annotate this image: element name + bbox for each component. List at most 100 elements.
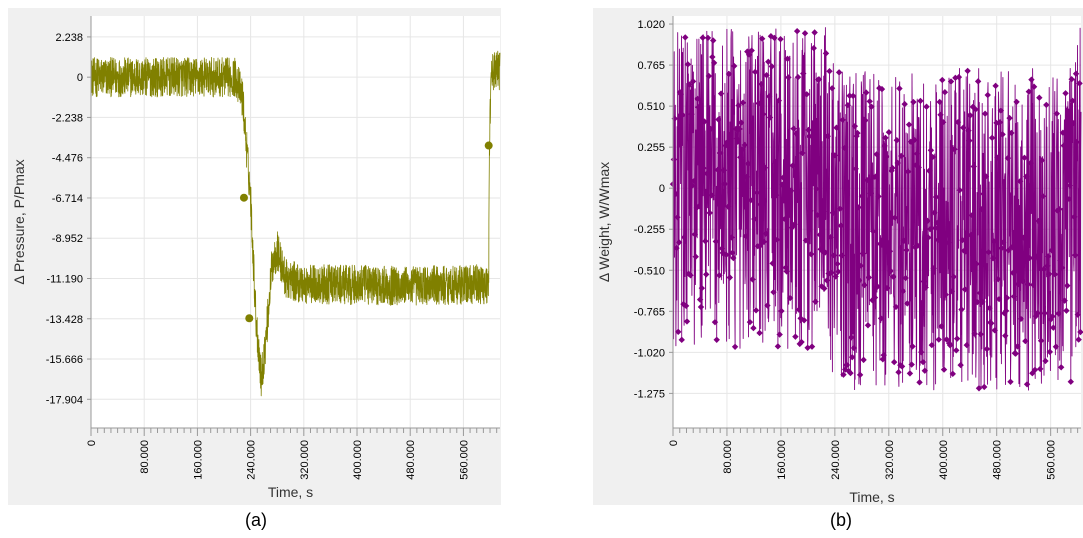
y-tick-label: -0.255: [634, 224, 665, 236]
series-line: [672, 27, 1082, 391]
data-point-marker: [904, 300, 911, 307]
data-point-marker: [988, 134, 996, 142]
x-tick-label: 240.000: [246, 440, 258, 480]
data-point-marker: [857, 262, 865, 269]
data-point-marker: [743, 173, 750, 181]
data-point-marker: [1076, 80, 1083, 87]
data-point-marker: [994, 154, 1001, 161]
data-point-marker: [775, 97, 782, 104]
data-point-marker: [1023, 381, 1031, 388]
x-axis-label: Time, s: [268, 484, 313, 500]
data-point-marker: [828, 85, 836, 92]
data-point-marker: [864, 322, 872, 329]
data-point-marker: [863, 177, 871, 184]
data-point-marker: [763, 72, 770, 79]
y-tick-label: 0.510: [637, 101, 665, 113]
series-line: [90, 50, 501, 397]
data-point-marker: [939, 119, 947, 126]
data-point-marker: [1027, 159, 1034, 167]
y-tick-label: 1.020: [637, 19, 665, 31]
data-point-marker: [735, 102, 742, 109]
data-point-marker: [894, 159, 901, 167]
data-point-marker: [1052, 343, 1060, 350]
data-point-marker: [846, 92, 853, 99]
data-point-marker: [696, 202, 703, 210]
data-point-marker: [925, 167, 933, 175]
y-tick-label: -4.476: [52, 153, 83, 165]
data-point-marker: [751, 68, 759, 76]
data-point-marker: [870, 228, 877, 235]
data-point-marker: [892, 303, 900, 311]
data-point-marker: [847, 369, 854, 377]
data-point-marker: [245, 314, 254, 323]
data-point-marker: [710, 59, 718, 67]
data-point-marker: [728, 234, 735, 241]
data-point-marker: [856, 371, 864, 379]
y-tick-label: -11.190: [47, 273, 84, 285]
x-tick-label: 80.000: [139, 440, 151, 474]
data-point-marker: [898, 363, 906, 370]
data-point-marker: [946, 342, 954, 349]
data-point-marker: [816, 231, 824, 238]
x-tick-label: 160.000: [192, 440, 204, 480]
x-tick-label: 160.000: [776, 440, 788, 480]
data-point-marker: [822, 50, 830, 57]
data-point-marker: [675, 239, 683, 246]
data-point-marker: [722, 142, 729, 149]
data-point-marker: [888, 167, 895, 174]
data-point-marker: [1040, 265, 1047, 273]
data-point-marker: [982, 173, 990, 180]
data-point-marker: [793, 27, 801, 35]
data-point-marker: [746, 318, 754, 326]
y-axis-label: Δ Weight, W/Wmax: [596, 162, 612, 282]
data-point-marker: [811, 29, 818, 36]
data-point-marker: [916, 379, 923, 386]
data-point-marker: [850, 344, 858, 352]
data-point-marker: [875, 193, 882, 200]
y-tick-label: 0: [659, 183, 665, 195]
data-point-marker: [1075, 336, 1082, 343]
data-point-marker: [900, 237, 908, 244]
data-point-marker: [962, 248, 970, 255]
data-point-marker: [858, 192, 866, 200]
data-point-marker: [941, 88, 949, 96]
data-point-marker: [1006, 114, 1013, 122]
caption-b: (b): [830, 510, 852, 530]
data-point-marker: [882, 134, 889, 142]
data-point-marker: [883, 153, 890, 160]
data-point-marker: [766, 114, 774, 121]
data-point-marker: [734, 138, 741, 145]
y-tick-label: 0: [77, 72, 83, 84]
data-point-marker: [781, 215, 789, 223]
data-point-marker: [1004, 154, 1012, 162]
data-point-marker: [935, 336, 942, 343]
data-point-marker: [981, 110, 989, 117]
x-tick-label: 320.000: [299, 440, 311, 480]
data-point-marker: [880, 351, 887, 359]
data-point-marker: [925, 234, 932, 241]
data-point-marker: [904, 168, 912, 175]
data-point-marker: [995, 275, 1002, 283]
data-point-marker: [930, 265, 937, 272]
data-point-marker: [730, 254, 737, 262]
y-tick-label: -0.510: [634, 265, 665, 277]
data-point-marker: [834, 260, 841, 268]
data-point-marker: [980, 190, 987, 198]
data-point-marker: [672, 190, 679, 198]
data-point-marker: [877, 240, 884, 248]
data-point-marker: [239, 193, 248, 202]
data-point-marker: [723, 251, 730, 258]
data-point-marker: [897, 152, 905, 160]
data-point-marker: [1041, 310, 1048, 317]
pressure-chart: 2.238 0 -2.238 -4.476 -6.714 -8.952 -11.190 -13…: [11, 16, 501, 500]
data-point-marker: [924, 217, 931, 225]
data-point-marker: [887, 267, 894, 275]
data-point-marker: [911, 243, 919, 251]
data-point-marker: [922, 284, 929, 291]
data-point-marker: [790, 125, 797, 132]
data-point-marker: [876, 84, 883, 92]
data-point-marker: [959, 236, 966, 244]
data-point-marker: [800, 70, 807, 77]
data-point-marker: [998, 245, 1005, 252]
data-point-marker: [1063, 307, 1070, 314]
